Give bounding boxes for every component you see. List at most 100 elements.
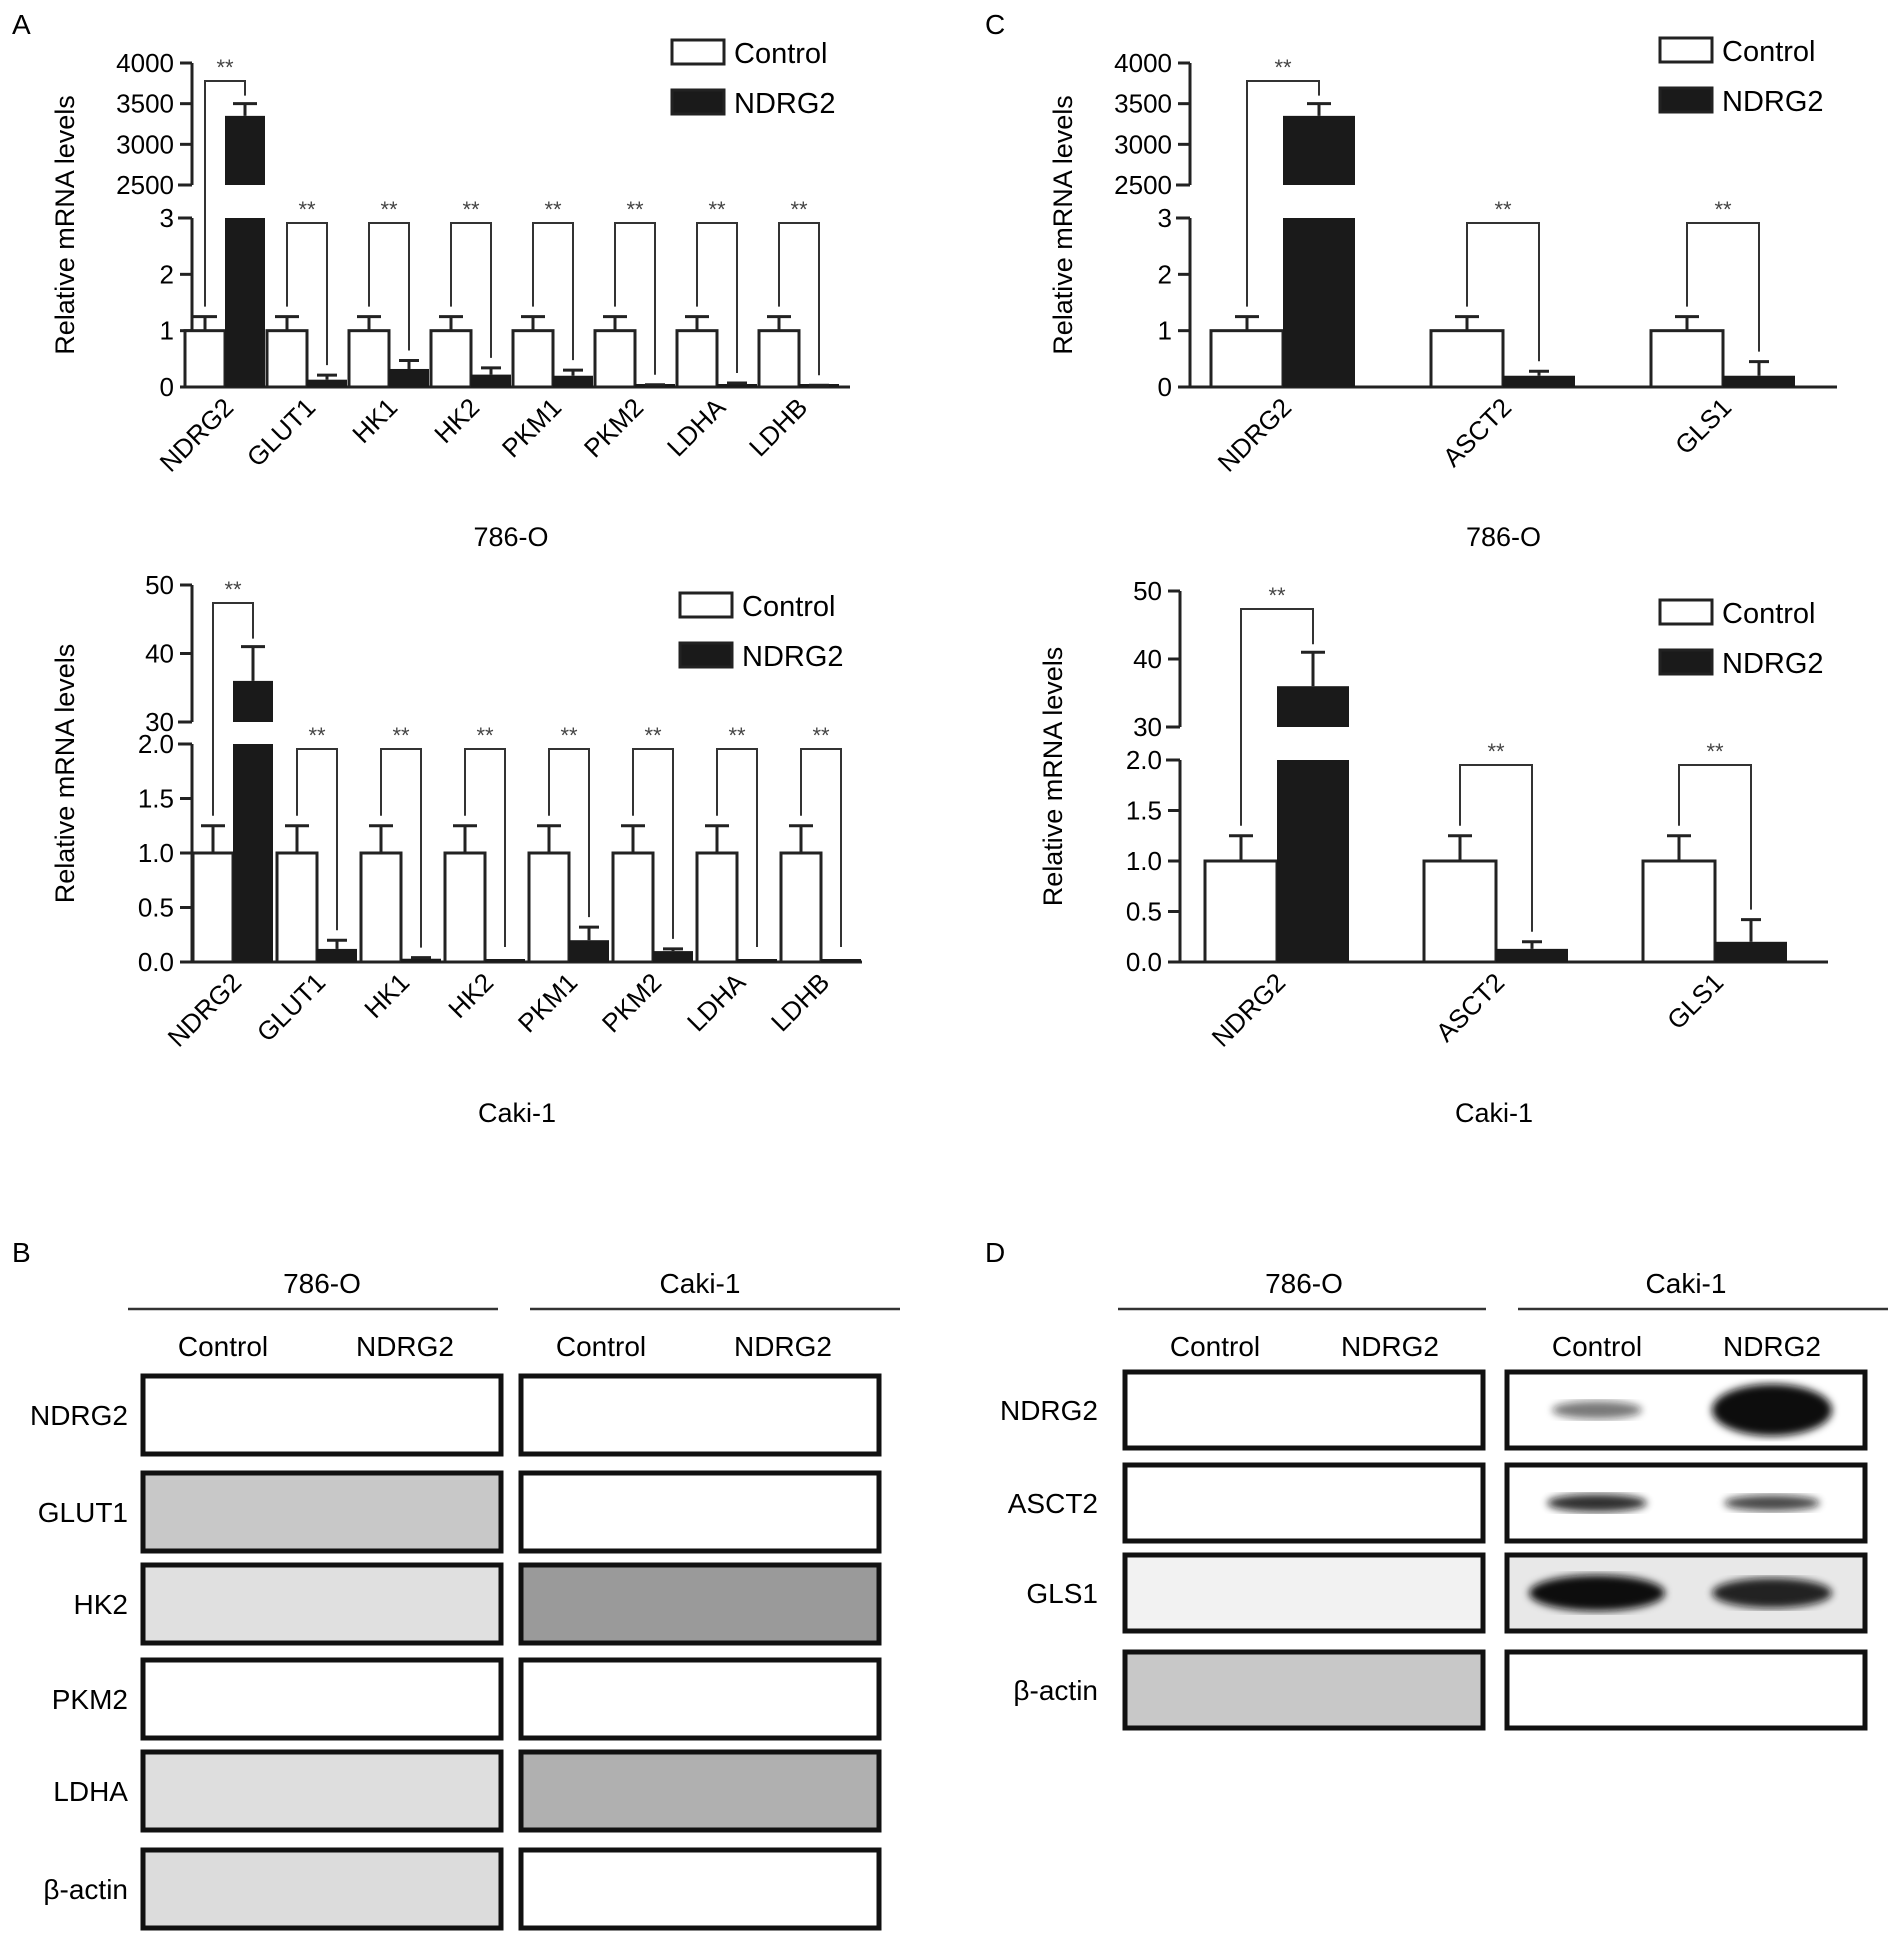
x-tick-label: NDRG2	[154, 392, 240, 478]
significance-marker: **	[380, 197, 398, 222]
legend-label-control: Control	[1722, 598, 1816, 630]
significance-bracket	[1459, 764, 1533, 932]
panel-label-a: A	[12, 9, 31, 40]
x-tick-label: ASCT2	[1430, 967, 1510, 1047]
x-tick-label: HK1	[346, 392, 403, 449]
bar-control	[347, 329, 391, 389]
bar-ndrg2	[317, 948, 357, 962]
bar-ndrg2	[485, 959, 525, 962]
bar-control	[265, 329, 309, 389]
legend-label-ndrg2: NDRG2	[734, 88, 836, 120]
blot-row-label: LDHA	[53, 1776, 128, 1807]
y-tick-label: 3	[160, 203, 174, 233]
x-tick-label: LDHA	[681, 967, 752, 1038]
significance-bracket	[548, 748, 590, 918]
blot-row-label: β-actin	[1013, 1675, 1098, 1706]
y-tick-label: 0	[160, 372, 174, 402]
x-tick-label: PKM2	[596, 967, 667, 1038]
significance-bracket	[614, 222, 656, 375]
significance-marker: **	[790, 197, 808, 222]
y-tick-label: 0.0	[138, 947, 174, 977]
y-tick-label: 2.0	[138, 729, 174, 759]
y-tick-label: 0.0	[1126, 947, 1162, 977]
significance-bracket	[368, 222, 410, 351]
blot-strip	[1122, 1552, 1486, 1634]
significance-marker: **	[476, 723, 494, 748]
bar-ndrg2	[1503, 375, 1575, 387]
legend-label-ndrg2: NDRG2	[1722, 648, 1824, 680]
blot-band	[1529, 1575, 1665, 1611]
y-tick-label: 1.5	[1126, 796, 1162, 826]
x-tick-label: GLUT1	[251, 967, 331, 1047]
bar-ndrg2	[389, 368, 429, 387]
bar-ndrg2	[233, 680, 273, 722]
blot-strip	[1504, 1649, 1868, 1731]
blot-strip	[1122, 1649, 1486, 1731]
x-tick-label: PKM2	[578, 392, 649, 463]
western-blot-d: 786-O Control NDRG2 Caki-1 Control NDRG2 NDRG2…	[1000, 1268, 1888, 1731]
y-tick-label: 1.0	[1126, 846, 1162, 876]
significance-marker: **	[708, 197, 726, 222]
significance-bracket	[778, 222, 820, 376]
significance-marker: **	[626, 197, 644, 222]
y-tick-label: 40	[145, 639, 174, 669]
bar-control	[695, 851, 739, 964]
x-tick-label: NDRG2	[1212, 392, 1298, 478]
legend-label-control: Control	[734, 38, 828, 70]
blot-lane-label: NDRG2	[734, 1331, 832, 1362]
bar-control	[1649, 329, 1725, 389]
y-axis-label: Relative mRNA levels	[50, 644, 80, 904]
significance-marker: **	[728, 723, 746, 748]
legend-swatch-control	[670, 38, 726, 66]
blot-lane-label: Control	[178, 1331, 268, 1362]
significance-bracket	[1466, 222, 1540, 362]
bar-control	[611, 851, 655, 964]
y-tick-label: 0	[1158, 372, 1172, 402]
x-tick-label: GLUT1	[241, 392, 321, 472]
bar-control	[443, 851, 487, 964]
blot-row-label: NDRG2	[30, 1400, 128, 1431]
bar-ndrg2	[225, 218, 265, 387]
bar-ndrg2	[1723, 375, 1795, 387]
significance-bracket	[464, 748, 506, 947]
y-tick-label: 2.0	[1126, 745, 1162, 775]
blot-lane-label: NDRG2	[356, 1331, 454, 1362]
blot-strip	[518, 1562, 882, 1646]
y-tick-label: 2	[1158, 259, 1172, 289]
x-axis-label: 786-O	[1466, 522, 1541, 552]
significance-bracket	[1686, 222, 1760, 352]
significance-bracket	[1246, 80, 1320, 307]
bar-control	[1641, 859, 1717, 964]
bar-control	[527, 851, 571, 964]
x-tick-label: NDRG2	[162, 967, 248, 1053]
bar-control	[191, 851, 235, 964]
legend-swatch-ndrg2	[1658, 648, 1714, 676]
x-tick-label: ASCT2	[1437, 392, 1517, 472]
significance-bracket	[296, 748, 338, 931]
panel-label-b: B	[12, 1237, 31, 1268]
bar-control	[183, 329, 227, 389]
blot-strip	[1122, 1462, 1486, 1544]
blot-row-label: PKM2	[52, 1684, 128, 1715]
bar-control	[275, 851, 319, 964]
x-tick-label: HK1	[358, 967, 415, 1024]
x-tick-label: PKM1	[512, 967, 583, 1038]
blot-strip	[140, 1470, 504, 1554]
x-tick-label: HK2	[442, 967, 499, 1024]
significance-marker: **	[560, 723, 578, 748]
x-axis-label: Caki-1	[478, 1098, 556, 1128]
significance-marker: **	[544, 197, 562, 222]
bar-control	[1203, 859, 1279, 964]
bar-control	[1429, 329, 1505, 389]
legend-swatch-control	[1658, 598, 1714, 626]
bar-ndrg2	[737, 959, 777, 962]
bar-control	[511, 329, 555, 389]
blot-strip	[1122, 1369, 1486, 1451]
significance-bracket	[450, 222, 492, 358]
x-tick-label: NDRG2	[1206, 967, 1292, 1053]
bar-ndrg2	[1496, 948, 1568, 962]
significance-bracket	[212, 602, 254, 816]
y-axis-label: Relative mRNA levels	[1038, 647, 1068, 907]
x-tick-label: HK2	[428, 392, 485, 449]
